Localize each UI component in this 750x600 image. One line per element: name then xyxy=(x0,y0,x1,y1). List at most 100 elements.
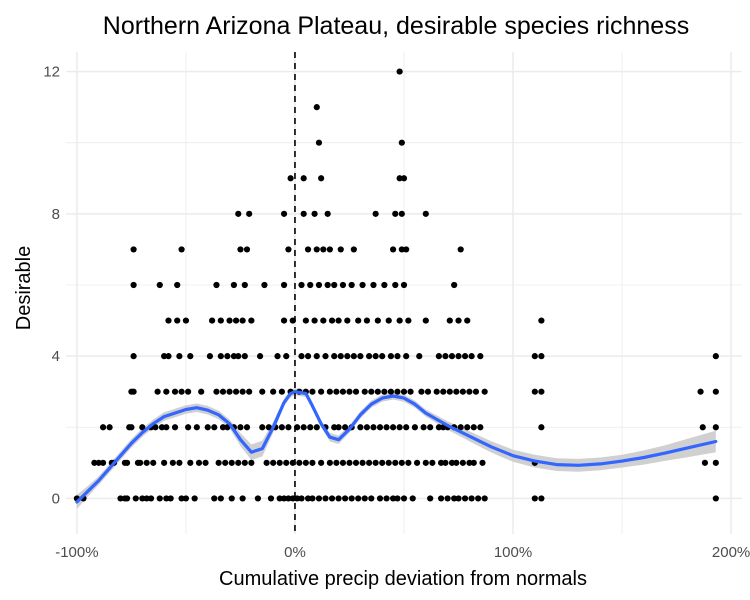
data-point xyxy=(300,424,307,431)
data-point xyxy=(322,495,329,502)
data-point xyxy=(400,388,408,395)
data-point xyxy=(411,424,419,431)
data-point xyxy=(130,353,137,360)
data-point xyxy=(130,388,137,395)
data-point xyxy=(246,210,253,217)
data-point xyxy=(383,424,390,431)
data-point xyxy=(398,139,405,146)
data-point xyxy=(331,424,338,431)
data-point xyxy=(171,388,179,395)
data-point xyxy=(232,388,240,395)
data-point xyxy=(163,495,170,502)
data-point xyxy=(139,495,146,502)
data-point xyxy=(280,317,288,324)
data-point xyxy=(461,495,469,502)
data-point xyxy=(99,459,107,466)
data-point xyxy=(243,246,251,253)
data-point xyxy=(418,388,425,395)
data-point xyxy=(372,459,379,466)
data-point xyxy=(538,317,545,324)
data-point xyxy=(165,317,172,324)
data-point xyxy=(400,175,408,182)
data-point xyxy=(355,317,362,324)
data-point xyxy=(420,424,427,431)
data-point xyxy=(185,388,192,395)
data-point xyxy=(357,424,364,431)
data-point xyxy=(433,388,440,395)
data-point xyxy=(309,495,316,502)
data-point xyxy=(228,459,235,466)
data-point xyxy=(359,281,366,289)
y-tick-label: 4 xyxy=(52,348,60,365)
data-point xyxy=(352,388,360,395)
data-point xyxy=(99,424,107,431)
data-point xyxy=(366,353,373,360)
data-point xyxy=(699,424,706,431)
data-point xyxy=(333,388,340,395)
data-point xyxy=(185,424,192,431)
data-point xyxy=(442,353,449,360)
x-tick-label: 0% xyxy=(284,544,306,561)
data-points xyxy=(73,68,719,502)
data-point xyxy=(318,459,325,466)
data-point xyxy=(333,459,340,466)
data-point xyxy=(318,388,325,395)
data-point xyxy=(213,281,220,289)
data-point xyxy=(453,388,460,395)
data-point xyxy=(237,246,244,253)
data-point xyxy=(400,281,408,289)
data-point xyxy=(457,424,464,431)
data-point xyxy=(263,459,270,466)
data-point xyxy=(193,424,200,431)
data-point xyxy=(400,495,408,502)
data-point xyxy=(283,353,290,360)
data-point xyxy=(442,459,449,466)
data-point xyxy=(359,459,366,466)
data-point xyxy=(376,495,384,502)
data-point xyxy=(178,246,185,253)
data-point xyxy=(324,210,331,217)
data-point xyxy=(381,281,388,289)
data-point xyxy=(154,388,161,395)
data-point xyxy=(342,495,349,502)
data-point xyxy=(379,459,386,466)
confidence-band xyxy=(76,388,716,510)
data-point xyxy=(139,424,146,431)
data-point xyxy=(422,210,429,217)
y-axis-ticks: 0 4 8 12 xyxy=(43,64,60,508)
data-point xyxy=(285,495,292,502)
data-point xyxy=(326,246,333,253)
data-point xyxy=(448,353,456,360)
x-tick-label: 200% xyxy=(712,544,750,561)
data-point xyxy=(276,495,283,502)
data-point xyxy=(241,459,248,466)
data-point xyxy=(123,495,131,502)
data-point xyxy=(302,459,309,466)
data-point xyxy=(158,424,166,431)
data-point xyxy=(287,175,294,182)
data-point xyxy=(91,459,98,466)
data-point xyxy=(239,388,246,395)
data-point xyxy=(370,424,377,431)
data-point xyxy=(195,459,203,466)
data-point xyxy=(403,353,410,360)
data-point xyxy=(215,459,222,466)
data-point xyxy=(470,424,477,431)
data-point xyxy=(176,353,183,360)
data-point xyxy=(219,388,227,395)
data-point xyxy=(451,495,458,502)
data-point xyxy=(337,246,344,253)
data-point xyxy=(298,281,305,289)
data-point xyxy=(409,495,416,502)
data-point xyxy=(239,495,246,502)
data-point xyxy=(339,459,347,466)
data-point xyxy=(326,459,333,466)
data-point xyxy=(123,459,131,466)
data-point xyxy=(437,459,445,466)
data-point xyxy=(137,459,144,466)
data-point xyxy=(466,459,473,466)
data-point xyxy=(228,495,235,502)
data-point xyxy=(422,317,429,324)
data-point xyxy=(130,246,137,253)
data-point xyxy=(261,281,268,289)
